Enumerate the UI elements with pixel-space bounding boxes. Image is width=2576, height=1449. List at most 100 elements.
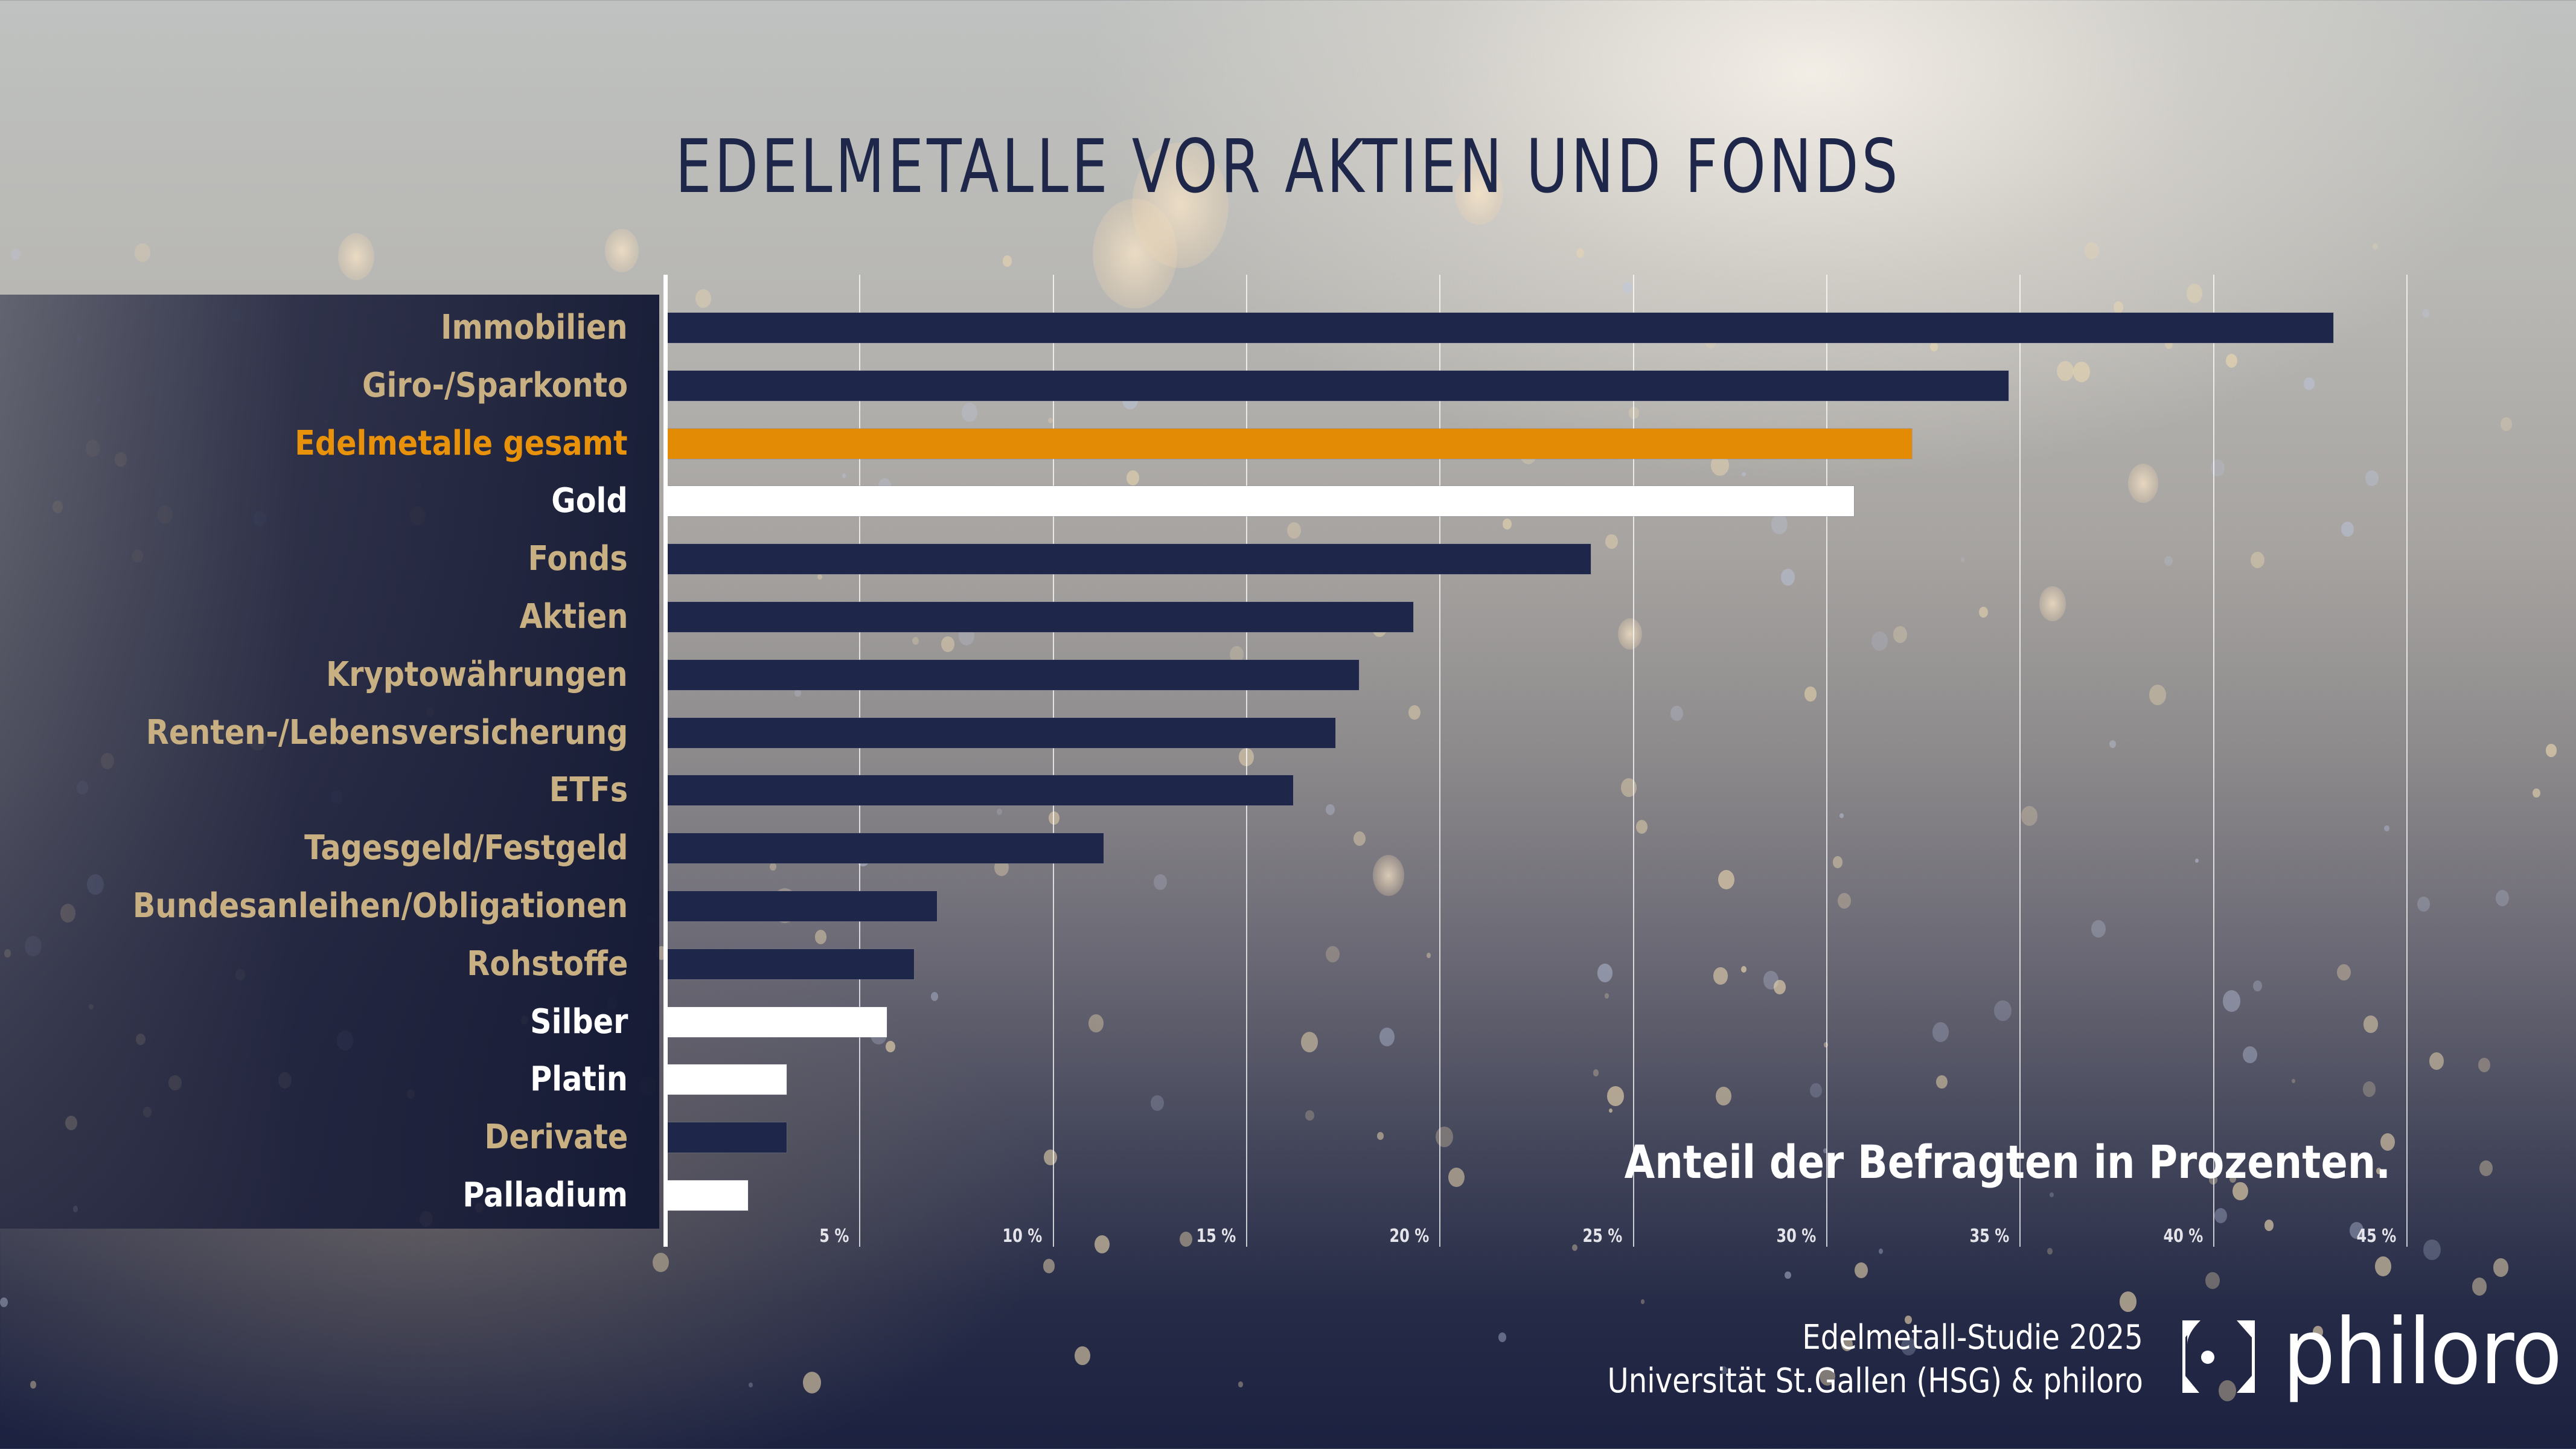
bokeh-particle [1377,1132,1384,1140]
bokeh-particle [886,1041,896,1053]
bokeh-particle [134,243,150,263]
bokeh-particle [2478,1057,2491,1073]
bar [668,948,915,979]
bar [668,544,1591,575]
footer-study-title: Edelmetall-Studie 2025 [1802,1318,2143,1357]
bokeh-particle [1804,686,1817,702]
bokeh-particle [2195,858,2199,863]
bokeh-particle [2057,360,2074,382]
bokeh-particle [1502,518,1512,530]
bokeh-particle [1993,1000,2012,1022]
bokeh-particle [912,636,919,645]
bokeh-particle [1576,248,1585,258]
bokeh-particle [1771,514,1788,534]
category-label: Edelmetalle gesamt [295,423,628,463]
philoro-bracket-dot-icon [2182,1320,2255,1393]
bokeh-particle [1621,778,1637,797]
bokeh-particle [1878,1248,1884,1254]
bokeh-particle [930,992,938,1001]
bokeh-particle [2493,1258,2509,1278]
bar [668,428,1913,459]
bokeh-particle [2429,1052,2444,1070]
bokeh-particle [2479,1160,2493,1177]
footer-institution: Universität St.Gallen (HSG) & philoro [1607,1361,2143,1401]
x-tick-label: 30 % [1776,1226,1817,1247]
bokeh-particle [1636,819,1648,834]
category-label: Rohstoffe [467,944,628,984]
bar [668,1180,748,1211]
bokeh-particle [2073,361,2090,382]
bokeh-particle [2091,920,2106,938]
bokeh-particle [1002,255,1012,267]
bokeh-particle [1300,1032,1318,1053]
bokeh-particle [1763,971,1779,990]
category-label: Aktien [519,597,628,636]
bokeh-particle [2545,744,2557,757]
bokeh-particle [1855,1262,1868,1279]
bokeh-particle [2417,896,2430,912]
bokeh-particle [2422,309,2429,318]
gridline [1246,275,1248,1247]
bokeh-particle [1426,952,1431,958]
bokeh-particle [803,1372,821,1394]
bar [668,370,2009,401]
bokeh-particle [1718,869,1734,889]
bokeh-particle [652,1252,669,1273]
bokeh-particle [2085,242,2099,259]
bar [668,775,1293,806]
gridline [1632,275,1634,1247]
bar [668,717,1336,748]
footer-source: Edelmetall-Studie 2025 Universität St.Ga… [1520,1316,2143,1403]
bokeh-particle [2050,1192,2054,1198]
bokeh-particle [814,930,827,945]
bokeh-particle [1074,1346,1090,1366]
x-tick-label: 10 % [1002,1226,1043,1247]
bokeh-particle [961,403,978,423]
bar [668,659,1359,690]
bokeh-particle [1571,1244,1577,1252]
bokeh-particle [1095,1235,1110,1253]
gridline [2019,275,2021,1247]
bokeh-particle [1608,1108,1613,1113]
x-tick-label: 5 % [819,1226,849,1247]
bokeh-particle [1408,705,1421,720]
category-label: Tagesgeld/Festgeld [304,828,628,868]
bokeh-particle [1305,1110,1314,1121]
bokeh-particle [1832,856,1843,869]
bokeh-light [2039,586,2066,621]
category-label: Platin [530,1060,628,1099]
gridline [859,275,861,1247]
category-label: Immobilien [441,308,628,347]
category-label: Renten-/Lebensversicherung [145,712,628,752]
bokeh-particle [2205,1272,2220,1290]
bokeh-particle [1498,1332,1507,1343]
axis-annotation: Anteil der Befragten in Prozenten. [1624,1135,2391,1189]
bokeh-particle [2423,1239,2441,1261]
bokeh-particle [2222,990,2241,1012]
bokeh-particle [2291,1079,2295,1084]
y-axis-line [663,275,668,1247]
bokeh-light [1618,618,1642,650]
gridline [2213,275,2214,1247]
bokeh-particle [842,473,846,478]
bokeh-particle [2187,284,2203,303]
bokeh-particle [2164,555,2173,566]
bokeh-particle [1326,945,1340,962]
category-label: Kryptowährungen [326,654,628,694]
bokeh-particle [1629,407,1640,420]
x-tick-label: 15 % [1196,1226,1236,1247]
bokeh-particle [2251,552,2264,569]
bar [668,891,938,921]
bokeh-particle [1153,874,1167,891]
bokeh-particle [1047,417,1053,424]
bokeh-particle [1839,813,1844,818]
bokeh-particle [817,574,823,580]
bokeh-particle [695,289,712,308]
bokeh-particle [1930,342,1938,352]
bokeh-particle [1742,472,1746,477]
bokeh-particle [1597,964,1613,982]
gridline [1052,275,1054,1247]
x-tick-label: 35 % [1969,1226,2010,1247]
bar [668,1122,787,1153]
gridline [2406,275,2408,1247]
